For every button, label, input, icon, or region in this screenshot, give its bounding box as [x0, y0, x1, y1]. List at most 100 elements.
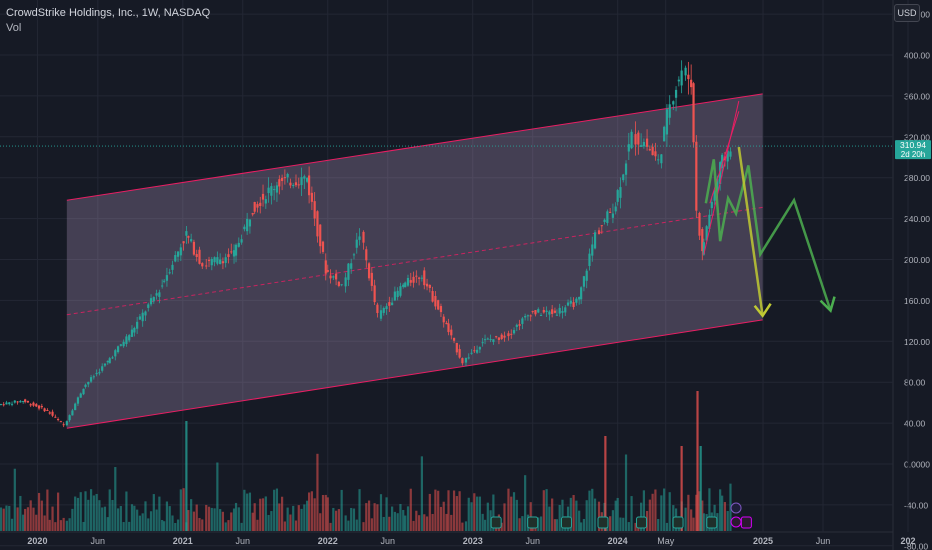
candle-body	[393, 291, 396, 301]
candle-body	[452, 337, 456, 341]
price-tick-label: 160.00	[904, 296, 930, 306]
candle-body	[379, 310, 383, 319]
candle-body	[630, 131, 633, 149]
candle-body	[373, 285, 376, 303]
volume-bar	[555, 519, 559, 531]
volume-bar	[82, 521, 85, 531]
candle-body	[716, 178, 719, 193]
volume-bar	[475, 496, 479, 531]
time-tick-label: May	[657, 536, 675, 546]
volume-spike	[699, 446, 702, 531]
candle-body	[531, 311, 534, 313]
candle-body	[280, 177, 284, 182]
volume-bar	[270, 511, 273, 531]
candle-body	[478, 347, 481, 350]
candle-body	[500, 334, 503, 340]
volume-bar	[445, 513, 448, 531]
volume-bar	[521, 516, 524, 531]
candle-body	[248, 219, 252, 227]
volume-bar	[569, 497, 572, 531]
candle-body	[275, 185, 279, 193]
projection-path-green	[704, 159, 832, 312]
candle-body	[396, 290, 399, 298]
candle-body	[270, 186, 273, 196]
candle-body	[597, 230, 601, 235]
candle-body	[365, 249, 368, 261]
volume-bar	[40, 500, 43, 531]
candle-body	[391, 302, 394, 306]
volume-bar	[622, 517, 625, 531]
volume-bar	[230, 512, 233, 531]
volume-bar	[385, 497, 388, 531]
price-axis-panel	[893, 0, 932, 550]
symbol-title[interactable]: CrowdStrike Holdings, Inc., 1W, NASDAQ	[6, 7, 211, 19]
candle-body	[35, 404, 38, 407]
volume-bar	[614, 500, 617, 531]
candle-body	[163, 280, 166, 282]
volume-bar	[367, 500, 371, 531]
candle-body	[98, 372, 101, 374]
volume-bar	[68, 518, 71, 531]
volume-bar	[591, 488, 594, 531]
volume-bar	[243, 489, 246, 531]
candle-body	[201, 263, 204, 267]
candle-body	[660, 154, 663, 164]
currency-button[interactable]: USD	[894, 4, 920, 22]
candle-body	[152, 297, 155, 302]
candle-body	[205, 265, 208, 267]
candle-body	[406, 277, 410, 286]
candle-body	[521, 318, 524, 324]
volume-bar	[329, 522, 332, 531]
candle-body	[692, 83, 695, 143]
candle-body	[526, 315, 530, 317]
volume-bar	[165, 501, 169, 531]
volume-spike	[185, 421, 188, 531]
candle-body	[82, 388, 85, 395]
volume-bar	[278, 503, 281, 531]
candle-body	[195, 254, 198, 257]
volume-bar	[588, 490, 591, 531]
volume-bar	[651, 493, 654, 531]
volume-bar	[74, 496, 77, 531]
candle-body	[439, 306, 443, 313]
candle-body	[388, 302, 391, 306]
volume-bar	[306, 500, 309, 531]
volume-bar	[382, 516, 385, 531]
volume-bar	[57, 492, 60, 531]
earnings-marker	[636, 516, 648, 529]
volume-bar	[62, 517, 65, 531]
volume-bar	[101, 507, 104, 531]
volume-bar	[267, 514, 270, 531]
volume-bar	[37, 492, 41, 531]
volume-bar	[512, 492, 516, 531]
candle-body	[627, 144, 630, 152]
time-tick-label: 2024	[608, 536, 628, 546]
candle-body	[721, 154, 724, 169]
volume-bar	[630, 496, 633, 531]
time-tick-label: 2022	[318, 536, 338, 546]
volume-bar	[575, 500, 578, 531]
candle-body	[43, 408, 46, 412]
candle-body	[310, 192, 313, 202]
volume-bar	[340, 489, 343, 531]
candle-body	[674, 89, 678, 98]
time-tick-label: Jun	[91, 536, 106, 546]
price-tick-label: 0.0000	[904, 460, 930, 470]
volume-bar	[539, 516, 543, 531]
candle-body	[182, 241, 185, 244]
volume-label[interactable]: Vol	[6, 22, 22, 34]
volume-bar	[253, 503, 256, 531]
time-tick-label: Jun	[236, 536, 251, 546]
candle-body	[230, 251, 233, 253]
price-tick-label: 280.00	[904, 173, 930, 183]
candle-body	[84, 384, 87, 387]
candle-body	[46, 410, 49, 412]
volume-bar	[319, 513, 322, 531]
candle-body	[434, 295, 437, 307]
candle-body	[16, 401, 19, 403]
volume-bar	[195, 504, 198, 531]
channel-lower-line	[66, 319, 763, 429]
volume-bar	[224, 522, 227, 531]
